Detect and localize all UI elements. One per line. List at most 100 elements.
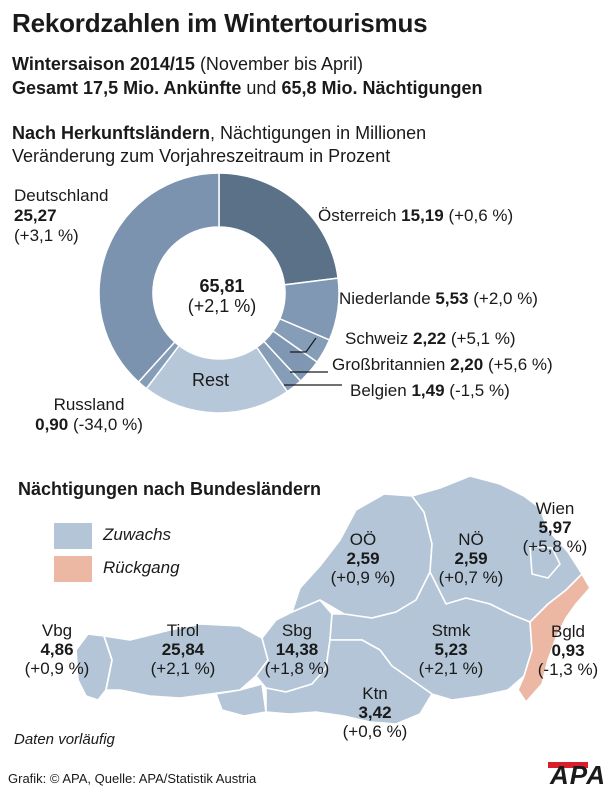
label-belgien: Belgien 1,49 (-1,5 %) (350, 381, 510, 401)
region-tirol (103, 623, 269, 699)
region-ooe-name: OÖ (349, 530, 377, 549)
donut-chart (98, 172, 340, 414)
label-grossbritannien-change: (+5,6 %) (487, 355, 553, 374)
region-sbg-change: (+1,8 %) (264, 659, 330, 678)
label-grossbritannien: Großbritannien 2,20 (+5,6 %) (332, 355, 553, 375)
region-ktn (265, 639, 433, 725)
region-wien (529, 545, 561, 579)
donut-heading: Nach Herkunftsländern, Nächtigungen in M… (12, 123, 426, 144)
legend-swatch-rueckgang (54, 556, 92, 582)
region-tirol-change: (+2,1 %) (150, 659, 216, 678)
label-niederlande-value: 5,53 (435, 289, 469, 308)
label-russland-value-line: 0,90 (-34,0 %) (34, 415, 144, 435)
totals-and: und (241, 78, 282, 98)
region-noe-change: (+0,7 %) (438, 568, 504, 587)
leader-line-schweiz (290, 337, 317, 353)
region-wien-value: 5,97 (538, 518, 572, 537)
region-bgld-name: Bgld (550, 622, 586, 641)
region-label-stmk: Stmk 5,23 (+2,1 %) (406, 621, 496, 678)
totals-line: Gesamt 17,5 Mio. Ankünfte und 65,8 Mio. … (12, 78, 482, 99)
region-noe-value: 2,59 (454, 549, 488, 568)
label-oesterreich-value: 15,19 (401, 206, 444, 225)
region-label-ktn: Ktn 3,42 (+0,6 %) (330, 684, 420, 741)
totals-prefix: Gesamt (12, 78, 84, 98)
region-vbg-value: 4,86 (40, 640, 74, 659)
map-heading: Nächtigungen nach Bundesländern (18, 479, 322, 499)
label-belgien-change: (-1,5 %) (449, 381, 510, 400)
label-belgien-value: 1,49 (411, 381, 445, 400)
region-stmk-value: 5,23 (434, 640, 468, 659)
legend-swatch-zuwachs (54, 523, 92, 549)
label-russland-name: Russland (53, 395, 125, 414)
season-line: Wintersaison 2014/15 (November bis April… (12, 54, 363, 75)
label-deutschland-name: Deutschland (14, 186, 109, 205)
label-deutschland-change: (+3,1 %) (14, 226, 79, 245)
label-grossbritannien-value: 2,20 (450, 355, 484, 374)
label-schweiz-value: 2,22 (413, 329, 447, 348)
region-vbg-change: (+0,9 %) (24, 659, 90, 678)
label-oesterreich: Österreich 15,19 (+0,6 %) (318, 206, 513, 226)
region-ktn-name: Ktn (362, 684, 388, 703)
legend-label-zuwachs: Zuwachs (103, 525, 172, 544)
legend-label-rueckgang: Rückgang (103, 558, 180, 577)
label-schweiz: Schweiz 2,22 (+5,1 %) (345, 329, 516, 349)
page-title: Rekordzahlen im Wintertourismus (12, 8, 428, 38)
region-label-sbg: Sbg 14,38 (+1,8 %) (252, 621, 342, 678)
label-grossbritannien-name: Großbritannien (332, 355, 446, 374)
leader-lines (284, 337, 342, 386)
region-bgld-change: (-1,3 %) (537, 660, 599, 679)
region-label-bgld: Bgld 0,93 (-1,3 %) (528, 622, 608, 679)
footnote: Daten vorläufig (14, 731, 115, 748)
label-oesterreich-change: (+0,6 %) (448, 206, 514, 225)
region-ooe-value: 2,59 (346, 549, 380, 568)
region-label-ooe: OÖ 2,59 (+0,9 %) (318, 530, 408, 587)
region-noe-name: NÖ (458, 530, 484, 549)
region-bgld-value: 0,93 (551, 641, 585, 660)
region-label-wien: Wien 5,97 (+5,8 %) (510, 499, 600, 556)
label-deutschland: Deutschland 25,27 (+3,1 %) (14, 186, 109, 246)
label-belgien-name: Belgien (350, 381, 407, 400)
region-tirol-name: Tirol (166, 621, 200, 640)
region-ooe-change: (+0,9 %) (330, 568, 396, 587)
donut-slice--sterreich (218, 172, 339, 286)
season-rest: (November bis April) (194, 54, 363, 74)
label-schweiz-name: Schweiz (345, 329, 409, 348)
region-tirol-value: 25,84 (161, 640, 205, 659)
donut-slice-deutschland (98, 172, 220, 384)
label-niederlande-change: (+2,0 %) (473, 289, 538, 308)
donut-center: 65,81 (+2,1 %) (172, 276, 272, 316)
source-credit: Grafik: © APA, Quelle: APA/Statistik Aus… (8, 771, 257, 786)
apa-logo: APA (550, 760, 606, 790)
region-sbg-name: Sbg (281, 621, 313, 640)
region-sbg-value: 14,38 (275, 640, 319, 659)
label-deutschland-value: 25,27 (14, 206, 57, 225)
label-niederlande: Niederlande 5,53 (+2,0 %) (339, 289, 538, 309)
label-schweiz-change: (+5,1 %) (450, 329, 516, 348)
donut-center-value: 65,81 (199, 276, 245, 296)
region-vbg-name: Vbg (41, 621, 73, 640)
label-rest: Rest (192, 370, 230, 390)
donut-heading-line2: Veränderung zum Vorjahreszeitraum in Pro… (12, 146, 391, 166)
region-stmk-change: (+2,1 %) (418, 659, 484, 678)
label-russland-value: 0,90 (35, 415, 69, 434)
region-wien-name: Wien (535, 499, 575, 518)
region-label-tirol: Tirol 25,84 (+2,1 %) (138, 621, 228, 678)
region-bgld (517, 573, 591, 703)
region-label-vbg: Vbg 4,86 (+0,9 %) (22, 621, 92, 678)
region-stmk-name: Stmk (431, 621, 471, 640)
season-bold: Wintersaison 2014/15 (12, 54, 195, 74)
region-ktn-value: 3,42 (358, 703, 392, 722)
region-ktn-change: (+0,6 %) (342, 722, 408, 741)
region-border-overlay (103, 635, 113, 691)
label-russland: Russland 0,90 (-34,0 %) (34, 395, 144, 435)
donut-center-change: (+2,1 %) (187, 296, 257, 316)
region-wien-change: (+5,8 %) (522, 537, 588, 556)
donut-heading-bold: Nach Herkunftsländern (12, 123, 211, 143)
logo-bar (548, 762, 588, 768)
totals-arrivals: 17,5 Mio. Ankünfte (83, 78, 242, 98)
austria-map (75, 475, 591, 725)
label-niederlande-name: Niederlande (339, 289, 431, 308)
region-label-noe: NÖ 2,59 (+0,7 %) (426, 530, 516, 587)
label-russland-change: (-34,0 %) (72, 415, 143, 434)
